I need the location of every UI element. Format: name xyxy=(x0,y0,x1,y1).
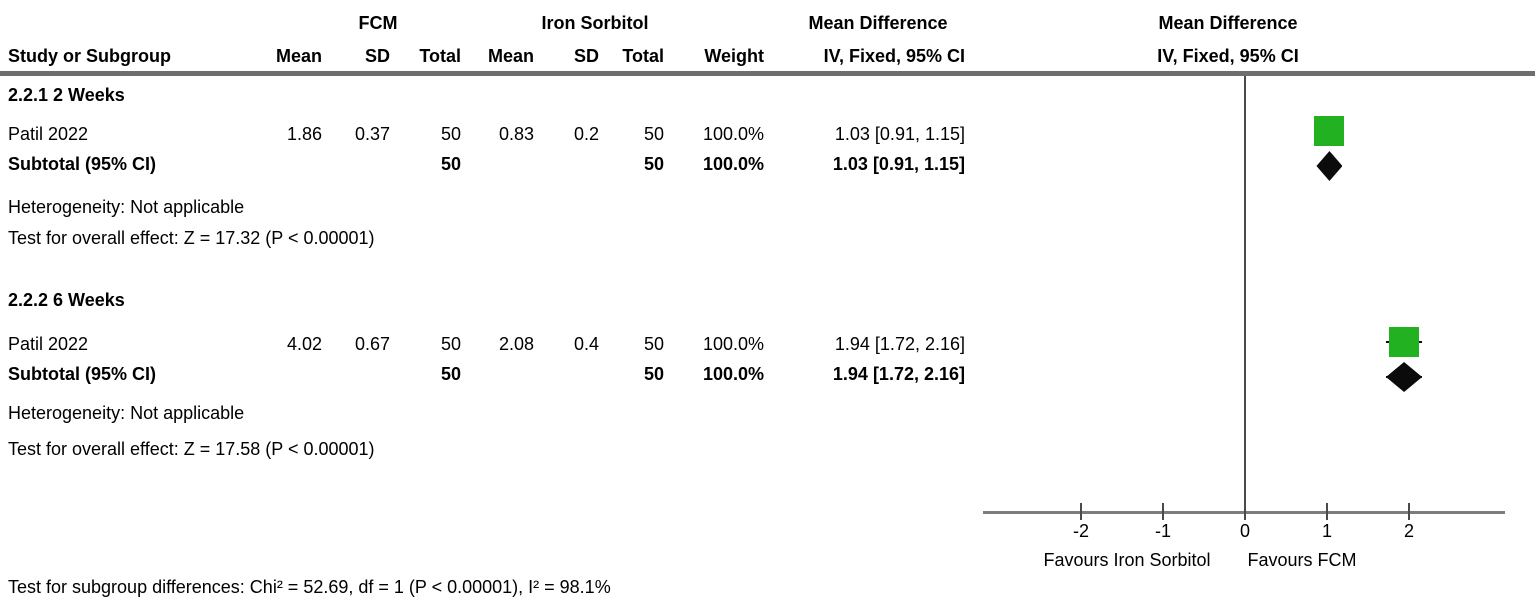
subtotal-label: Subtotal (95% CI) xyxy=(8,364,157,384)
fcm-mean-cell: 4.02 xyxy=(286,334,322,354)
axis-tick-label: -1 xyxy=(1154,521,1171,541)
group-header-mean-difference: Mean Difference xyxy=(808,13,948,33)
zero-effect-line xyxy=(1244,76,1246,513)
subtotal-label: Subtotal (95% CI) xyxy=(8,154,157,174)
fcm-mean-cell: 1.86 xyxy=(286,124,322,144)
is-total-cell: 50 xyxy=(643,154,664,174)
empty-cell xyxy=(322,153,390,175)
fcm-sd-cell: 0.37 xyxy=(354,124,390,144)
study-name: Patil 2022 xyxy=(8,334,89,354)
forest-diamond-marker xyxy=(1386,362,1423,392)
study-name: Patil 2022 xyxy=(8,124,89,144)
col-fcm-sd: SD xyxy=(364,46,390,66)
axis-tick-label: 0 xyxy=(1239,521,1250,541)
is-total-cell: 50 xyxy=(643,364,664,384)
subgroup-title: 2.2.1 2 Weeks xyxy=(8,85,125,105)
weight-cell: 100.0% xyxy=(702,334,764,354)
is-total-cell: 50 xyxy=(643,124,664,144)
forest-square-marker xyxy=(1314,116,1345,146)
plot-header-line2: IV, Fixed, 95% CI xyxy=(1157,46,1299,66)
favours-right-label: Favours FCM xyxy=(1247,550,1357,570)
is-sd-cell: 0.2 xyxy=(573,124,599,144)
forest-diamond-marker xyxy=(1316,151,1343,181)
is-mean-cell: 0.83 xyxy=(498,124,534,144)
header-divider-line xyxy=(0,71,1535,76)
col-iv-fixed-ci: IV, Fixed, 95% CI xyxy=(823,46,965,66)
col-is-sd: SD xyxy=(573,46,599,66)
axis-tick xyxy=(1408,503,1410,520)
group-header-iron-sorbitol: Iron Sorbitol xyxy=(541,13,649,33)
col-study-or-subgroup: Study or Subgroup xyxy=(8,46,171,66)
subgroup-title: 2.2.2 6 Weeks xyxy=(8,290,125,310)
col-fcm-total: Total xyxy=(419,46,461,66)
is-total-cell: 50 xyxy=(643,334,664,354)
group-header-fcm: FCM xyxy=(358,13,398,33)
axis-tick xyxy=(1326,503,1328,520)
forest-square-marker xyxy=(1389,327,1420,357)
overall-effect-note: Test for overall effect: Z = 17.58 (P < … xyxy=(8,439,375,459)
weight-cell: 100.0% xyxy=(702,124,764,144)
axis-tick-label: -2 xyxy=(1072,521,1089,541)
axis-tick xyxy=(1162,503,1164,520)
subtotal-row: Subtotal (95% CI) 50 50 100.0% 1.94 [1.7… xyxy=(8,363,965,385)
col-is-mean: Mean xyxy=(487,46,534,66)
overall-effect-note: Test for overall effect: Z = 17.32 (P < … xyxy=(8,228,375,248)
subgroup-differences-note: Test for subgroup differences: Chi² = 52… xyxy=(8,577,611,597)
fcm-total-cell: 50 xyxy=(440,124,461,144)
empty-cell xyxy=(534,363,599,385)
empty-cell xyxy=(461,363,534,385)
fcm-sd-cell: 0.67 xyxy=(354,334,390,354)
fcm-total-cell: 50 xyxy=(440,154,461,174)
subtotal-row: Subtotal (95% CI) 50 50 100.0% 1.03 [0.9… xyxy=(8,153,965,175)
empty-cell xyxy=(322,363,390,385)
ci-cell: 1.94 [1.72, 2.16] xyxy=(832,364,965,384)
axis-tick xyxy=(1080,503,1082,520)
study-row: Patil 2022 1.86 0.37 50 0.83 0.2 50 100.… xyxy=(8,123,965,145)
axis-tick xyxy=(1244,503,1246,520)
heterogeneity-note: Heterogeneity: Not applicable xyxy=(8,197,245,217)
weight-cell: 100.0% xyxy=(702,364,764,384)
is-mean-cell: 2.08 xyxy=(498,334,534,354)
heterogeneity-note: Heterogeneity: Not applicable xyxy=(8,403,245,423)
fcm-total-cell: 50 xyxy=(440,364,461,384)
column-header-row: Study or Subgroup Mean SD Total Mean SD … xyxy=(8,45,965,67)
empty-cell xyxy=(461,153,534,175)
ci-cell: 1.03 [0.91, 1.15] xyxy=(832,154,965,174)
col-weight: Weight xyxy=(704,46,764,66)
empty-cell xyxy=(250,153,322,175)
ci-cell: 1.03 [0.91, 1.15] xyxy=(834,124,965,144)
weight-cell: 100.0% xyxy=(702,154,764,174)
empty-cell xyxy=(534,153,599,175)
axis-tick-label: 2 xyxy=(1403,521,1414,541)
fcm-total-cell: 50 xyxy=(440,334,461,354)
col-fcm-mean: Mean xyxy=(275,46,322,66)
col-is-total: Total xyxy=(622,46,664,66)
ci-cell: 1.94 [1.72, 2.16] xyxy=(834,334,965,354)
empty-cell xyxy=(250,363,322,385)
study-row: Patil 2022 4.02 0.67 50 2.08 0.4 50 100.… xyxy=(8,333,965,355)
favours-left-label: Favours Iron Sorbitol xyxy=(1043,550,1211,570)
axis-tick-label: 1 xyxy=(1321,521,1332,541)
is-sd-cell: 0.4 xyxy=(573,334,599,354)
plot-header-line1: Mean Difference xyxy=(1158,13,1298,33)
